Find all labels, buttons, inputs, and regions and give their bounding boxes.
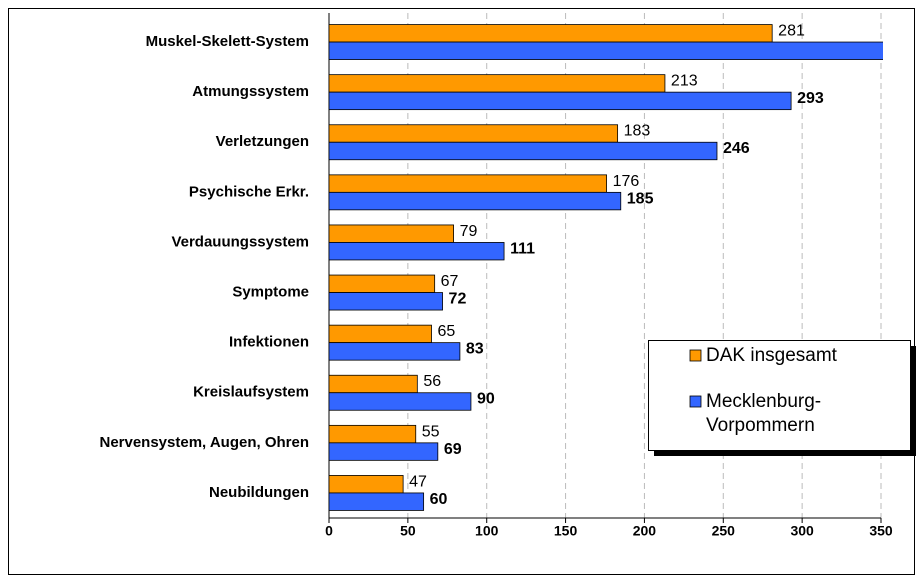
x-tick-label: 350	[869, 523, 893, 539]
value-label: 79	[460, 223, 478, 240]
bar	[329, 174, 607, 193]
category-label: Verdauungssystem	[171, 233, 309, 250]
category-label: Muskel-Skelett-System	[146, 33, 309, 50]
category-label: Infektionen	[229, 334, 309, 351]
value-label: 246	[723, 140, 750, 157]
bar	[329, 141, 718, 161]
value-label: 47	[409, 473, 427, 490]
category-label: Kreislaufsystem	[193, 384, 309, 401]
value-label: 183	[624, 123, 651, 140]
bar	[329, 242, 505, 261]
category-label: Neubildungen	[209, 484, 309, 501]
bar	[329, 492, 425, 511]
value-label: 65	[438, 323, 456, 340]
value-label: 69	[444, 441, 462, 458]
category-label: Symptome	[232, 284, 309, 301]
x-tick-label: 200	[633, 523, 657, 539]
bar	[329, 41, 883, 60]
x-tick-label: 150	[554, 523, 578, 539]
x-tick-label: 250	[712, 523, 736, 539]
legend-label: DAK insgesamt	[706, 345, 837, 366]
legend-swatch	[689, 395, 702, 408]
value-label: 213	[671, 73, 698, 90]
value-label: 72	[449, 291, 467, 308]
value-label: 90	[477, 391, 495, 408]
bar	[329, 91, 792, 111]
bar	[329, 324, 432, 344]
value-label: 185	[627, 190, 654, 207]
bar	[329, 442, 439, 461]
bar	[329, 24, 773, 43]
bar	[329, 191, 622, 211]
value-label: 55	[422, 423, 440, 440]
value-label: 111	[510, 240, 535, 257]
bar	[329, 224, 454, 243]
bar	[329, 374, 418, 394]
bar	[329, 124, 619, 143]
category-label: Psychische Erkr.	[189, 183, 309, 200]
value-label: 176	[613, 173, 640, 190]
x-tick-label: 50	[400, 523, 416, 539]
value-label: 56	[423, 373, 441, 390]
category-label: Nervensystem, Augen, Ohren	[99, 434, 309, 451]
bar	[329, 342, 461, 361]
bar	[329, 392, 472, 411]
value-label: 83	[466, 341, 484, 358]
category-label: Verletzungen	[216, 133, 309, 150]
value-label: 281	[778, 23, 805, 40]
x-tick-label: 0	[325, 523, 333, 539]
value-label: 293	[797, 90, 824, 107]
x-tick-label: 100	[475, 523, 499, 539]
legend-swatch	[689, 349, 702, 362]
category-label: Atmungssystem	[192, 83, 309, 100]
value-label: 60	[430, 491, 448, 508]
bar	[329, 274, 436, 293]
bar	[329, 475, 404, 494]
value-label: 67	[441, 273, 459, 290]
legend-label: Mecklenburg-Vorpommern	[706, 391, 822, 436]
bar	[329, 74, 666, 93]
x-tick-label: 300	[790, 523, 814, 539]
bar	[329, 424, 417, 444]
bar	[329, 292, 443, 311]
